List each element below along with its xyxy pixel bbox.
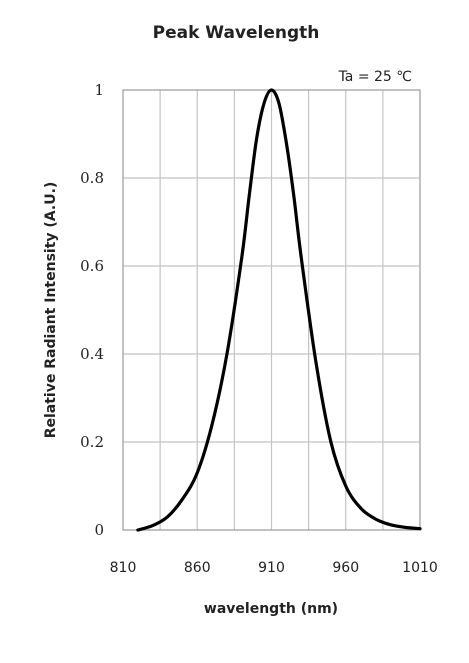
y-tick-label: 0.6 xyxy=(80,257,104,275)
y-tick-label: 0.4 xyxy=(80,345,104,363)
y-tick-label: 0.8 xyxy=(80,169,104,187)
grid xyxy=(123,90,420,530)
temperature-annotation: Ta = 25 ℃ xyxy=(338,69,412,85)
chart-title: Peak Wavelength xyxy=(153,23,320,43)
y-tick-label: 1 xyxy=(94,81,104,99)
x-tick-label: 810 xyxy=(110,560,137,576)
y-tick-label: 0 xyxy=(94,521,104,539)
intensity-curve xyxy=(136,88,422,532)
y-tick-label: 0.2 xyxy=(80,433,104,451)
x-tick-labels: 810 860 910 960 1010 xyxy=(110,560,438,576)
x-tick-label: 860 xyxy=(184,560,211,576)
x-tick-label: 960 xyxy=(332,560,359,576)
x-axis-label: wavelength (nm) xyxy=(204,601,338,617)
y-axis-label: Relative Radiant Intensity (A.U.) xyxy=(43,182,59,439)
y-tick-labels: 0 0.2 0.4 0.6 0.8 1 xyxy=(80,81,104,539)
x-tick-label: 1010 xyxy=(402,560,438,576)
x-tick-label: 910 xyxy=(258,560,285,576)
